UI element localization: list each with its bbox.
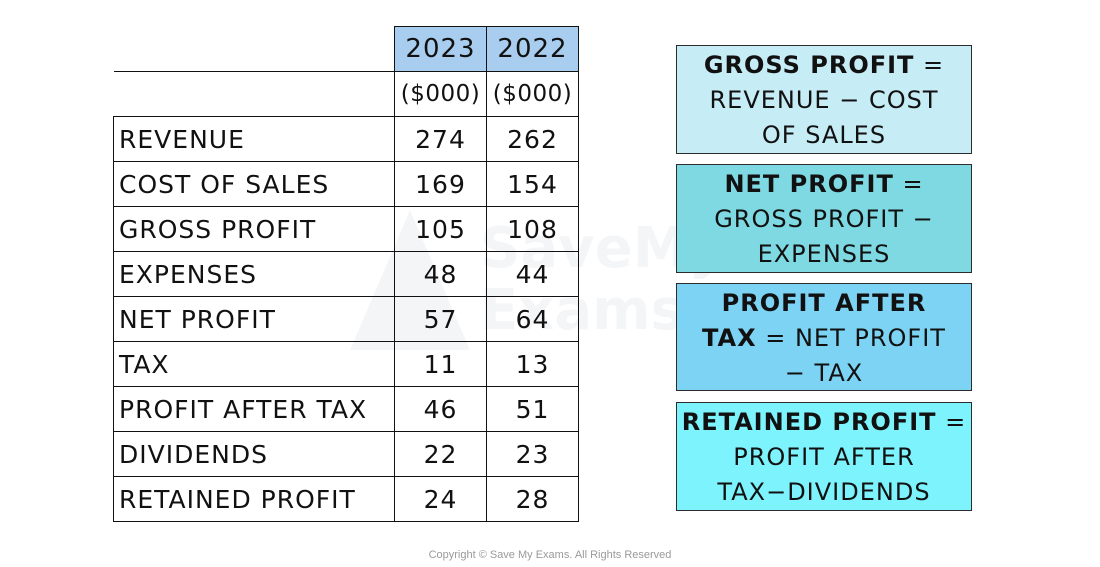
row-label: DIVIDENDS	[113, 431, 395, 477]
formula-box-profit-after-tax: PROFIT AFTER TAX = NET PROFIT − TAX	[676, 283, 972, 391]
value-2023: 105	[394, 206, 487, 252]
table-row: TAX 11 13	[113, 341, 579, 387]
formula-equals: =	[914, 51, 945, 79]
unit-2022-header: ($000)	[486, 71, 579, 117]
value-2022: 154	[486, 161, 579, 207]
formula-line-1: RETAINED PROFIT =	[677, 405, 971, 440]
formula-box-retained-profit: RETAINED PROFIT = PROFIT AFTER TAX−DIVID…	[676, 402, 972, 511]
year-2023-header: 2023	[394, 26, 487, 72]
value-2023: 169	[394, 161, 487, 207]
formula-line-1: PROFIT AFTER	[677, 286, 971, 321]
formula-equals: =	[893, 170, 924, 198]
blank-cell	[113, 71, 395, 117]
value-2023: 46	[394, 386, 487, 432]
formula-line-2: TAX = NET PROFIT	[677, 321, 971, 356]
year-2022-header: 2022	[486, 26, 579, 72]
row-label: COST OF SALES	[113, 161, 395, 207]
table-row: REVENUE 274 262	[113, 116, 579, 162]
row-label: EXPENSES	[113, 251, 395, 297]
formula-box-gross-profit: GROSS PROFIT = REVENUE − COST OF SALES	[676, 45, 972, 154]
value-2023: 11	[394, 341, 487, 387]
formula-term: GROSS PROFIT	[703, 51, 915, 79]
formula-term-2: TAX	[702, 324, 757, 352]
formula-line-2: PROFIT AFTER	[733, 443, 915, 471]
row-label: TAX	[113, 341, 395, 387]
formula-line-3: EXPENSES	[757, 240, 891, 268]
value-2022: 108	[486, 206, 579, 252]
formula-line-2: REVENUE − COST	[709, 86, 939, 114]
table-row: EXPENSES 48 44	[113, 251, 579, 297]
row-label: GROSS PROFIT	[113, 206, 395, 252]
table-row: COST OF SALES 169 154	[113, 161, 579, 207]
value-2022: 51	[486, 386, 579, 432]
copyright-notice: Copyright © Save My Exams. All Rights Re…	[428, 549, 672, 561]
value-2023: 274	[394, 116, 487, 162]
table-row: DIVIDENDS 22 23	[113, 431, 579, 477]
formula-line-3: TAX−DIVIDENDS	[717, 478, 931, 506]
formula-line-1: NET PROFIT =	[677, 167, 971, 202]
formula-line-1: GROSS PROFIT =	[677, 48, 971, 83]
unit-2023-header: ($000)	[394, 71, 487, 117]
formula-equals: =	[936, 408, 967, 436]
row-label: REVENUE	[113, 116, 395, 162]
row-label: NET PROFIT	[113, 296, 395, 342]
table-row: RETAINED PROFIT 24 28	[113, 476, 579, 522]
value-2022: 44	[486, 251, 579, 297]
formula-rest: = NET PROFIT	[756, 324, 946, 352]
blank-cell	[113, 26, 395, 72]
value-2023: 57	[394, 296, 487, 342]
table-row: NET PROFIT 57 64	[113, 296, 579, 342]
value-2022: 13	[486, 341, 579, 387]
row-label: RETAINED PROFIT	[113, 476, 395, 522]
value-2022: 262	[486, 116, 579, 162]
financial-table: 2023 2022 ($000) ($000) REVENUE 274 262 COS…	[113, 26, 579, 522]
value-2023: 48	[394, 251, 487, 297]
value-2022: 64	[486, 296, 579, 342]
value-2022: 28	[486, 476, 579, 522]
unit-header-row: ($000) ($000)	[113, 71, 579, 117]
formula-line-2: GROSS PROFIT −	[714, 205, 934, 233]
table-row: PROFIT AFTER TAX 46 51	[113, 386, 579, 432]
value-2023: 24	[394, 476, 487, 522]
formula-line-3: − TAX	[784, 359, 864, 387]
formula-line-3: OF SALES	[761, 121, 887, 149]
formula-term: RETAINED PROFIT	[681, 408, 937, 436]
value-2022: 23	[486, 431, 579, 477]
table-row: GROSS PROFIT 105 108	[113, 206, 579, 252]
year-header-row: 2023 2022	[113, 26, 579, 72]
value-2023: 22	[394, 431, 487, 477]
row-label: PROFIT AFTER TAX	[113, 386, 395, 432]
formula-box-net-profit: NET PROFIT = GROSS PROFIT − EXPENSES	[676, 164, 972, 273]
formula-term: NET PROFIT	[724, 170, 894, 198]
formula-term: PROFIT AFTER	[721, 289, 927, 317]
